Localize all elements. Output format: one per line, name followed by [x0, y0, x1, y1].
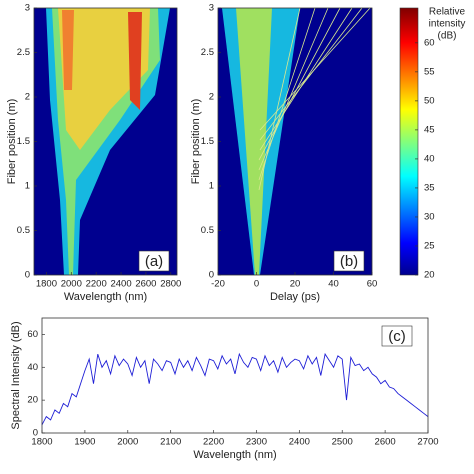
x-tick-label: 2600	[135, 279, 156, 290]
x-axis-title: Wavelength (nm)	[64, 291, 147, 303]
panel-label-box	[333, 250, 365, 272]
x-tick-label: 1800	[36, 279, 57, 290]
colorbar-label: (dB)	[438, 31, 457, 42]
panel-label: (c)	[388, 328, 406, 345]
x-tick-label: 2200	[86, 279, 107, 290]
panel-label-box	[138, 250, 170, 272]
panel-label: (b)	[340, 253, 358, 270]
panel-label: (a)	[145, 253, 163, 270]
colorbar-tick-label: 30	[424, 211, 435, 222]
x-tick-label: -20	[211, 279, 225, 290]
x-tick-label: 40	[328, 279, 339, 290]
x-tick-label: 2700	[417, 437, 438, 448]
x-tick-label: 2100	[160, 437, 181, 448]
x-tick-label: 0	[254, 279, 259, 290]
y-tick-label: 2	[209, 92, 214, 103]
x-axis-title: Delay (ps)	[270, 291, 320, 303]
colorbar-tick-label: 40	[424, 153, 435, 164]
y-tick-label: 2	[25, 92, 30, 103]
x-tick-label: 2600	[375, 437, 396, 448]
x-tick-label: 2400	[110, 279, 131, 290]
y-tick-label: 0.5	[201, 225, 214, 236]
y-tick-label: 3	[209, 3, 214, 14]
y-tick-label: 1.5	[17, 136, 30, 147]
x-tick-label: 1900	[74, 437, 95, 448]
colorbar-tick-label: 50	[424, 95, 435, 106]
x-tick-label: 2300	[246, 437, 267, 448]
y-tick-label: 0	[209, 270, 214, 281]
y-tick-label: 0.5	[17, 225, 30, 236]
x-tick-label: 2000	[117, 437, 138, 448]
y-tick-label: 0	[25, 270, 30, 281]
panel-label-box	[381, 325, 413, 347]
colorbar-label: intensity	[429, 19, 466, 30]
y-tick-label: 0	[33, 428, 38, 439]
colorbar-tick-label: 45	[424, 124, 435, 135]
spectrum-line	[41, 352, 429, 426]
x-tick-label: 60	[367, 279, 378, 290]
colorbar-tick-label: 35	[424, 182, 435, 193]
colorbar-tick-label: 25	[424, 240, 435, 251]
heatmap-a	[34, 8, 177, 275]
y-axis-title: Fiber position (m)	[190, 99, 202, 185]
y-tick-label: 1	[209, 181, 214, 192]
y-tick-label: 2.5	[201, 47, 214, 58]
y-tick-label: 1	[25, 181, 30, 192]
x-tick-label: 1800	[31, 437, 52, 448]
y-tick-label: 60	[27, 329, 38, 340]
colorbar-tick-label: 55	[424, 66, 435, 77]
plot-frame	[41, 317, 429, 434]
x-tick-label: 2000	[61, 279, 82, 290]
y-tick-label: 20	[27, 395, 38, 406]
x-tick-label: 20	[290, 279, 301, 290]
x-tick-label: 2500	[332, 437, 353, 448]
colorbar	[399, 7, 419, 276]
colorbar-tick-label: 20	[424, 270, 435, 281]
y-tick-label: 3	[25, 3, 30, 14]
y-tick-label: 2.5	[17, 47, 30, 58]
x-tick-label: 2200	[203, 437, 224, 448]
colorbar-label: Relative	[429, 7, 466, 18]
y-tick-label: 1.5	[201, 136, 214, 147]
heatmap-b	[218, 7, 372, 275]
x-tick-label: 2800	[160, 279, 181, 290]
y-axis-title: Spectral Intensity (dB)	[10, 321, 22, 429]
y-tick-label: 40	[27, 362, 38, 373]
x-axis-title: Wavelength (nm)	[193, 449, 276, 461]
x-tick-label: 2400	[289, 437, 310, 448]
colorbar-tick-label: 60	[424, 37, 435, 48]
y-axis-title: Fiber position (m)	[6, 99, 18, 185]
